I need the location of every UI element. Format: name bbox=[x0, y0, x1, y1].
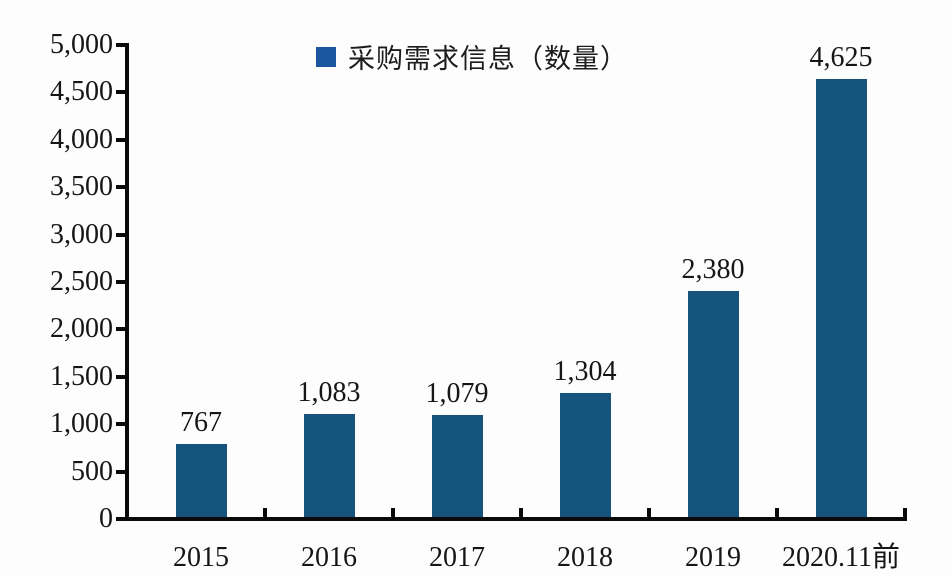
legend-label: 采购需求信息（数量） bbox=[348, 44, 628, 74]
bar-value-label: 1,083 bbox=[297, 377, 361, 408]
bar bbox=[815, 79, 867, 517]
x-axis-tick bbox=[775, 508, 779, 517]
y-axis-tick-label: 4,000 bbox=[50, 123, 113, 155]
bar bbox=[431, 415, 483, 517]
y-axis-tick-label: 0 bbox=[99, 503, 113, 534]
y-axis-tick-label: 3,000 bbox=[50, 218, 113, 250]
y-axis-tick bbox=[116, 232, 125, 237]
y-axis-tick bbox=[116, 422, 125, 427]
x-axis-tick bbox=[391, 508, 395, 517]
bar bbox=[559, 393, 611, 517]
y-axis-line bbox=[125, 43, 129, 521]
bar-value-label: 767 bbox=[180, 407, 222, 438]
bar bbox=[687, 291, 739, 517]
y-axis-tick bbox=[116, 90, 125, 95]
y-axis-tick-label: 1,500 bbox=[50, 360, 113, 392]
y-axis-tick bbox=[116, 43, 125, 47]
chart-legend: 采购需求信息（数量） bbox=[316, 37, 628, 76]
x-axis-tick bbox=[519, 508, 523, 517]
bar-value-label: 4,625 bbox=[809, 42, 873, 73]
x-axis-category-label: 2020.11前 bbox=[782, 542, 900, 573]
y-axis-tick bbox=[116, 374, 125, 379]
bar bbox=[175, 444, 227, 517]
x-axis-tick bbox=[647, 508, 651, 517]
y-axis-tick-label: 3,500 bbox=[50, 171, 113, 203]
y-axis-tick bbox=[116, 327, 125, 332]
y-axis-tick-label: 1,000 bbox=[50, 408, 113, 440]
bar-value-label: 1,079 bbox=[425, 378, 489, 409]
y-axis-tick-label: 4,500 bbox=[50, 76, 113, 108]
y-axis-tick bbox=[116, 280, 125, 284]
y-axis-tick-label: 2,000 bbox=[50, 313, 113, 345]
x-axis-tick bbox=[263, 508, 267, 517]
bar-value-label: 1,304 bbox=[553, 356, 617, 387]
x-axis-tick bbox=[903, 508, 907, 517]
x-axis-line bbox=[125, 517, 907, 521]
y-axis-tick bbox=[116, 469, 125, 474]
y-axis-tick bbox=[116, 185, 125, 190]
y-axis-tick-label: 5,000 bbox=[50, 29, 113, 60]
y-axis-tick-label: 500 bbox=[71, 455, 113, 487]
bar-value-label: 2,380 bbox=[681, 254, 745, 285]
legend-swatch bbox=[316, 46, 336, 67]
y-axis-tick-label: 2,500 bbox=[50, 266, 113, 297]
y-axis-tick bbox=[116, 137, 125, 142]
y-axis-tick bbox=[116, 517, 125, 521]
bar bbox=[303, 414, 355, 517]
